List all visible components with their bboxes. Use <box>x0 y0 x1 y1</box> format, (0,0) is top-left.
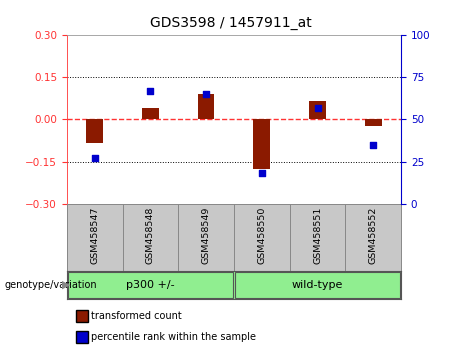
Text: ▶: ▶ <box>62 280 71 290</box>
Point <box>370 142 377 148</box>
Point <box>202 91 210 97</box>
Bar <box>86 120 103 143</box>
Text: GSM458551: GSM458551 <box>313 207 322 264</box>
Bar <box>254 120 270 169</box>
Text: GSM458552: GSM458552 <box>369 207 378 264</box>
Bar <box>365 120 382 126</box>
Text: GDS3598 / 1457911_at: GDS3598 / 1457911_at <box>150 16 311 30</box>
Point <box>258 171 266 176</box>
FancyBboxPatch shape <box>68 272 233 298</box>
Point <box>314 105 321 110</box>
Text: GSM458548: GSM458548 <box>146 207 155 264</box>
Text: wild-type: wild-type <box>292 280 343 290</box>
Text: GSM458550: GSM458550 <box>257 207 266 264</box>
Text: p300 +/-: p300 +/- <box>126 280 175 290</box>
Text: transformed count: transformed count <box>91 311 182 321</box>
Bar <box>198 94 214 120</box>
Text: GSM458549: GSM458549 <box>201 207 211 264</box>
FancyBboxPatch shape <box>235 272 400 298</box>
Point <box>91 155 98 161</box>
Text: percentile rank within the sample: percentile rank within the sample <box>91 332 256 342</box>
Point <box>147 88 154 94</box>
Text: GSM458547: GSM458547 <box>90 207 99 264</box>
Bar <box>309 101 326 120</box>
Bar <box>142 108 159 120</box>
Text: genotype/variation: genotype/variation <box>5 280 97 290</box>
